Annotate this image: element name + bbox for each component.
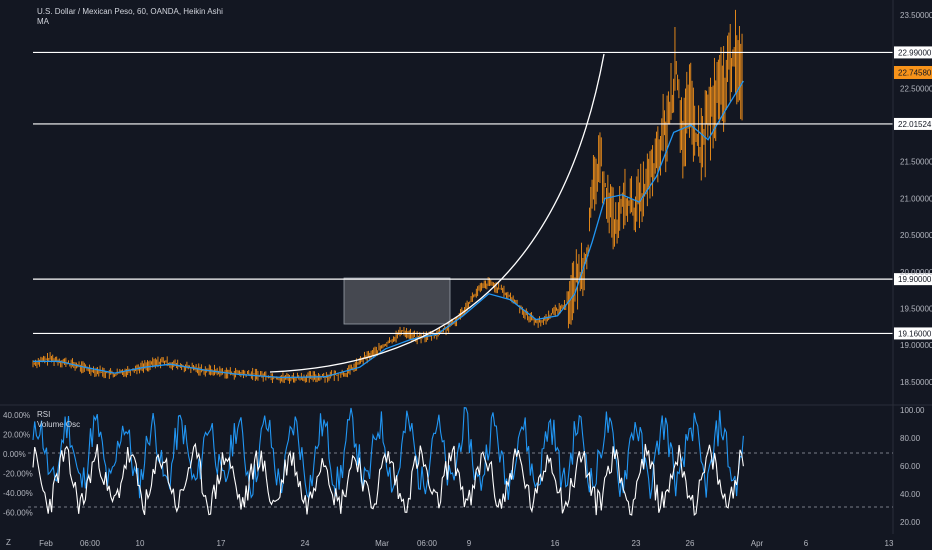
time-tick-label: 10 <box>136 539 145 548</box>
time-tick-label: Apr <box>751 539 764 548</box>
current-price-tag-bg <box>894 66 932 79</box>
time-tick-label: 13 <box>885 539 894 548</box>
osc-tick-label: 40.00% <box>3 411 30 420</box>
volume-osc-line <box>32 406 744 501</box>
time-tick-label: 26 <box>686 539 695 548</box>
price-tick-label: 21.00000 <box>900 194 932 203</box>
time-tick-label: 17 <box>217 539 226 548</box>
price-tick-label: 19.00000 <box>900 341 932 350</box>
price-tick-label: 22.50000 <box>900 84 932 93</box>
time-tick-label: 06:00 <box>417 539 438 548</box>
osc-tick-label: -20.00% <box>3 469 33 478</box>
volume-osc-axis: 40.00% 20.00% 0.00% -20.00% -40.00% -60.00% <box>3 411 33 518</box>
main-price-axis[interactable]: 23.50000 22.50000 21.50000 21.00000 20.50000… <box>900 11 932 387</box>
level-tag-value: 22.01524 <box>898 120 932 129</box>
oscillator-legend: RSI Volume Osc <box>37 410 80 430</box>
corner-label[interactable]: Z <box>6 538 11 547</box>
time-tick-label: Mar <box>375 539 389 548</box>
rsi-line <box>32 442 744 516</box>
ma-indicator-label[interactable]: MA <box>37 17 49 26</box>
osc-tick-label: -60.00% <box>3 508 33 517</box>
rsi-tick-label: 80.00 <box>900 434 921 443</box>
rsi-label[interactable]: RSI <box>37 410 51 419</box>
volume-osc-label[interactable]: Volume Osc <box>37 420 81 429</box>
time-tick-label: 24 <box>301 539 310 548</box>
main-price-panel[interactable]: 22.99000 22.01524 19.90000 19.16000 <box>32 9 932 384</box>
rsi-axis: 100.00 80.00 60.00 40.00 20.00 <box>900 406 925 527</box>
osc-tick-label: 0.00% <box>3 450 26 459</box>
price-tick-label: 21.50000 <box>900 158 932 167</box>
price-tick-label: 20.00000 <box>900 268 932 277</box>
time-axis[interactable]: Feb 06:00 10 17 24 Mar 06:00 9 16 23 26 Apr 6 13 <box>39 539 894 548</box>
time-tick-label: 06:00 <box>80 539 101 548</box>
level-tag-bg <box>894 327 932 340</box>
current-price-value: 22.74580 <box>898 69 932 78</box>
price-tick-label: 19.50000 <box>900 304 932 313</box>
level-tag-value: 22.99000 <box>898 48 932 57</box>
level-tag-bg <box>894 273 932 286</box>
horizontal-levels[interactable]: 22.99000 22.01524 19.90000 19.16000 <box>33 46 932 340</box>
rsi-tick-label: 40.00 <box>900 490 921 499</box>
osc-tick-label: -40.00% <box>3 489 33 498</box>
level-tag-bg <box>894 46 932 59</box>
symbol-title[interactable]: U.S. Dollar / Mexican Peso, 60, OANDA, H… <box>37 7 223 16</box>
level-tag-bg <box>894 117 932 130</box>
chart-legend: U.S. Dollar / Mexican Peso, 60, OANDA, H… <box>37 7 223 27</box>
price-tick-label: 18.50000 <box>900 378 932 387</box>
parabolic-arc[interactable] <box>269 53 605 373</box>
time-tick-label: 6 <box>804 539 809 548</box>
price-tick-label: 23.50000 <box>900 11 932 20</box>
time-tick-label: 23 <box>632 539 641 548</box>
rsi-tick-label: 20.00 <box>900 518 921 527</box>
rsi-tick-label: 60.00 <box>900 462 921 471</box>
consolidation-box[interactable] <box>343 277 451 325</box>
time-tick-label: 16 <box>551 539 560 548</box>
price-tick-label: 20.50000 <box>900 231 932 240</box>
osc-tick-label: 20.00% <box>3 430 30 439</box>
current-price-tag: 22.74580 <box>894 66 932 79</box>
time-tick-label: 9 <box>467 539 472 548</box>
rsi-tick-label: 100.00 <box>900 406 925 415</box>
level-tag-value: 19.90000 <box>898 275 932 284</box>
level-tag-value: 19.16000 <box>898 329 932 338</box>
moving-average-line <box>33 80 744 379</box>
time-tick-label: Feb <box>39 539 53 548</box>
oscillator-panel[interactable] <box>28 406 893 516</box>
